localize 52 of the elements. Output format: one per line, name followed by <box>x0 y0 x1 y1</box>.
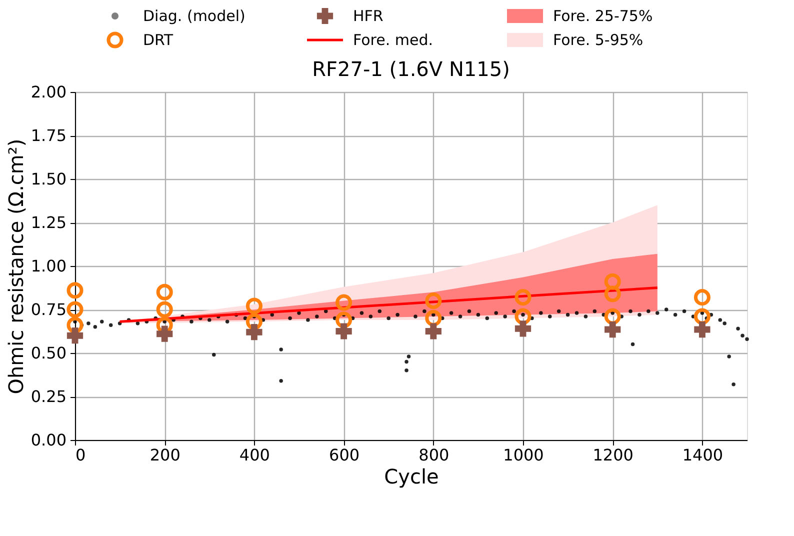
x-tick-label: 600 <box>329 446 360 464</box>
y-tick-label: 1.25 <box>30 213 66 232</box>
point <box>604 286 621 302</box>
y-axis-title: Ohmic resistance (Ω.cm²) <box>4 138 28 394</box>
y-tick-label: 1.50 <box>30 170 66 188</box>
x-tick-label: 0 <box>76 446 86 464</box>
point <box>425 323 442 340</box>
x-axis-title: Cycle <box>384 464 439 488</box>
point <box>604 308 621 325</box>
legend-label: Fore. 25-75% <box>553 7 653 25</box>
point <box>156 284 173 300</box>
point <box>156 326 173 342</box>
chart-title: RF27-1 (1.6V N115) <box>312 57 510 81</box>
legend-label: Fore. med. <box>353 31 434 49</box>
point <box>425 292 442 310</box>
point <box>425 310 442 326</box>
point <box>514 320 532 337</box>
point <box>604 321 621 338</box>
point <box>336 294 352 311</box>
legend-label: Diag. (model) <box>143 7 246 25</box>
point <box>66 282 84 299</box>
point <box>694 289 710 306</box>
point <box>246 313 262 330</box>
point <box>246 298 262 314</box>
point <box>514 289 532 306</box>
y-tick-label: 0.75 <box>30 300 66 319</box>
point <box>66 301 84 318</box>
y-tick-label: 2.00 <box>30 82 66 102</box>
point <box>66 328 84 344</box>
y-tick-label: 0.25 <box>30 387 66 406</box>
point <box>336 312 352 328</box>
x-tick-label: 200 <box>150 446 180 464</box>
point <box>246 324 262 340</box>
point <box>694 321 710 338</box>
point <box>514 308 532 325</box>
point <box>156 301 173 318</box>
y-tick-label: 0.50 <box>30 344 66 362</box>
legend-label: HFR <box>353 7 384 25</box>
point <box>66 316 84 334</box>
y-tick-label: 0.00 <box>30 430 66 450</box>
x-tick-label: 1400 <box>682 446 724 464</box>
point <box>336 323 352 340</box>
legend-label: Fore. 5-95% <box>553 31 644 49</box>
x-tick-label: 400 <box>239 446 270 464</box>
point <box>694 308 710 325</box>
x-tick-label: 800 <box>418 446 450 464</box>
y-tick-label: 1.75 <box>30 126 66 145</box>
point <box>604 273 621 290</box>
legend-label: DRT <box>143 31 174 49</box>
x-tick-label: 1200 <box>592 446 634 464</box>
y-tick-label: 1.00 <box>30 256 66 276</box>
x-tick-label: 1000 <box>503 446 544 464</box>
